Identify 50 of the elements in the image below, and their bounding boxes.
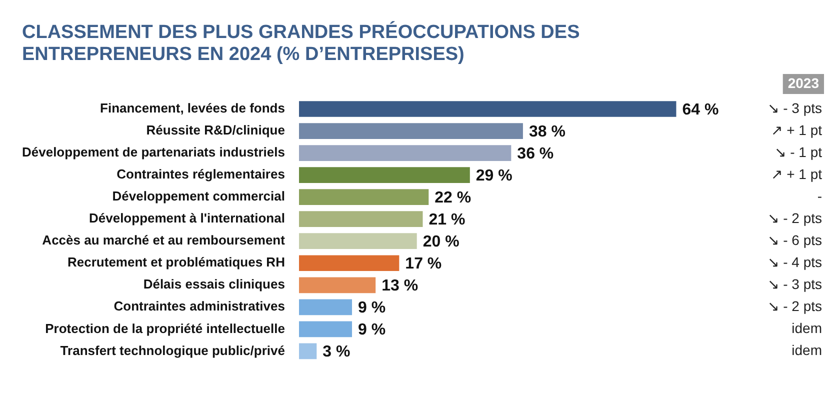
data-label: 20 % <box>422 234 460 251</box>
y-tick-label: Financement, levées de fonds <box>100 100 285 116</box>
text: idem <box>792 320 822 336</box>
bar <box>298 277 376 294</box>
bar <box>298 167 470 183</box>
text: ↘ - 3 pts <box>767 100 822 116</box>
text: 2023 <box>788 74 820 91</box>
bar <box>298 343 317 360</box>
chart-title: CLASSEMENT DES PLUS GRANDES PRÉOCCUPATIONS DES ENTREPRENEURS EN 2024 (% D’ENTREPRISES) <box>21 20 581 67</box>
data-label: 9 % <box>358 300 386 317</box>
data-label: 36 % <box>517 145 554 162</box>
y-tick-label: Développement de partenariats industriels <box>22 144 285 160</box>
bar <box>298 189 429 205</box>
y-tick-label: Protection de la propriété intellectuelle <box>45 320 285 336</box>
bar <box>298 145 512 161</box>
y-tick-label: Contraintes réglementaires <box>116 166 285 182</box>
bar <box>298 101 676 117</box>
text: - <box>817 188 822 204</box>
text: ↘ - 6 pts <box>767 232 822 248</box>
y-tick-label: Délais essais cliniques <box>143 276 285 292</box>
bar <box>298 123 523 139</box>
data-label: 21 % <box>428 212 466 228</box>
text: ↗ + 1 pt <box>770 166 822 182</box>
bar <box>298 255 400 272</box>
bar <box>298 299 352 316</box>
y-tick-label: Contraintes administratives <box>114 298 285 314</box>
text: ↘ - 2 pts <box>767 210 822 226</box>
y-tick-label: Développement commercial <box>112 188 285 204</box>
y-tick-label: Développement à l'international <box>88 210 285 226</box>
y-tick-label: Réussite R&D/clinique <box>146 122 285 138</box>
text: ↘ - 3 pts <box>767 276 822 292</box>
data-label: 13 % <box>382 278 418 295</box>
y-tick-label: Accès au marché et au remboursement <box>42 232 286 248</box>
data-label: 17 % <box>405 256 442 273</box>
text: ↗ + 1 pt <box>770 122 822 138</box>
bar <box>298 233 417 250</box>
text: ↘ - 2 pts <box>767 298 822 314</box>
bar <box>298 211 423 228</box>
text: idem <box>792 342 822 358</box>
data-label: 9 % <box>358 322 386 339</box>
y-tick-label: Transfert technologique public/privé <box>60 342 285 358</box>
data-label: 64 % <box>682 101 719 118</box>
text: ↘ - 1 pt <box>774 144 822 160</box>
bar <box>298 321 352 338</box>
data-label: 22 % <box>434 189 472 206</box>
data-label: 38 % <box>528 123 566 140</box>
data-label: 3 % <box>322 344 350 361</box>
text: ↘ - 4 pts <box>767 254 822 270</box>
data-label: 29 % <box>476 167 512 184</box>
y-tick-label: Recrutement et problématiques RH <box>68 254 285 270</box>
